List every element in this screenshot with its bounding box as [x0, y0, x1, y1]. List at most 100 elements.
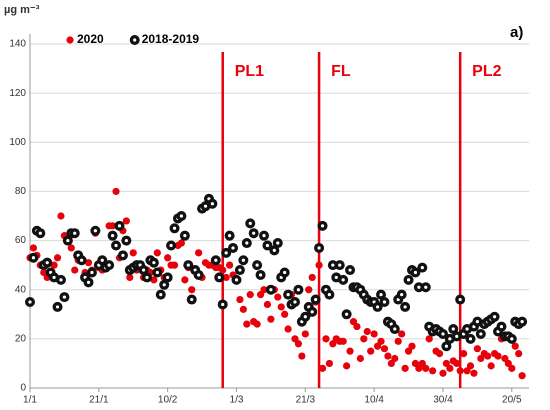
point	[394, 337, 402, 345]
point-center	[448, 337, 452, 341]
point	[52, 301, 63, 312]
point	[413, 282, 424, 293]
point	[228, 242, 239, 253]
point-center	[203, 204, 208, 208]
point-center	[31, 256, 36, 260]
point-center	[283, 270, 287, 275]
y-tick-label: 40	[15, 284, 27, 295]
point-center	[169, 243, 173, 248]
point	[425, 335, 433, 343]
point-center	[375, 305, 380, 309]
point	[55, 274, 66, 285]
point-center	[424, 285, 428, 289]
point	[108, 222, 117, 230]
point-center	[62, 295, 67, 299]
point	[339, 337, 347, 345]
x-tick-label: 21/3	[296, 395, 316, 406]
point-center	[499, 324, 504, 329]
point	[281, 310, 289, 318]
point	[435, 350, 444, 358]
point-center	[334, 275, 338, 280]
point-center	[159, 293, 163, 297]
point-center	[327, 293, 331, 297]
point-center	[186, 263, 190, 267]
point-center	[238, 268, 242, 272]
point	[473, 345, 481, 353]
point	[29, 244, 38, 252]
point	[372, 301, 383, 312]
point-center	[331, 263, 335, 267]
point	[267, 315, 275, 323]
point-center	[55, 305, 60, 309]
point-center	[413, 270, 418, 275]
point	[317, 220, 328, 231]
point	[370, 330, 378, 338]
point-center	[393, 327, 397, 331]
point	[279, 267, 290, 278]
point	[408, 342, 416, 350]
point-center	[258, 273, 263, 277]
point	[148, 257, 159, 268]
point	[245, 218, 256, 229]
point	[305, 286, 313, 294]
point	[107, 230, 118, 241]
point	[334, 260, 345, 271]
point-center	[162, 283, 166, 287]
point	[298, 352, 306, 360]
point-center	[73, 231, 77, 235]
point-center	[59, 278, 63, 282]
point	[308, 273, 316, 282]
point-center	[475, 320, 479, 324]
point	[224, 230, 235, 241]
point	[86, 267, 97, 278]
point	[439, 369, 447, 377]
y-tick-label: 60	[15, 235, 27, 246]
point	[272, 238, 283, 249]
point-center	[214, 258, 218, 262]
x-tick-label: 1/1	[23, 395, 37, 406]
point	[42, 257, 53, 268]
point	[301, 330, 309, 338]
point-center	[100, 258, 104, 262]
point-center	[221, 302, 225, 307]
point-center	[179, 214, 184, 218]
point-center	[296, 288, 301, 292]
point	[210, 255, 221, 266]
point-center	[241, 258, 245, 262]
point	[338, 274, 349, 285]
point	[283, 289, 294, 300]
point	[324, 289, 335, 300]
point	[193, 269, 204, 280]
point	[511, 342, 519, 350]
point-center	[172, 226, 177, 230]
point-center	[406, 278, 411, 282]
point	[241, 238, 252, 249]
point-center	[121, 253, 125, 257]
point-center	[234, 278, 239, 282]
point-center	[403, 305, 407, 309]
point-center	[468, 337, 473, 341]
point	[122, 217, 130, 225]
point	[294, 340, 303, 348]
point	[246, 291, 254, 299]
point-center	[441, 332, 445, 336]
point	[455, 294, 466, 305]
point	[353, 322, 361, 331]
y-tick-label: 20	[15, 333, 27, 344]
point	[186, 294, 197, 305]
point	[341, 309, 352, 320]
point	[255, 269, 266, 280]
point	[260, 286, 268, 294]
point	[35, 228, 46, 239]
point	[50, 261, 58, 269]
point	[277, 303, 285, 311]
point	[25, 297, 35, 307]
point-center	[155, 270, 159, 275]
x-tick-label: 30/4	[433, 395, 453, 406]
point-center	[145, 275, 149, 280]
point	[59, 292, 70, 303]
point-center	[320, 224, 325, 228]
point-center	[28, 300, 32, 304]
point-center	[379, 293, 383, 297]
point	[66, 36, 74, 44]
